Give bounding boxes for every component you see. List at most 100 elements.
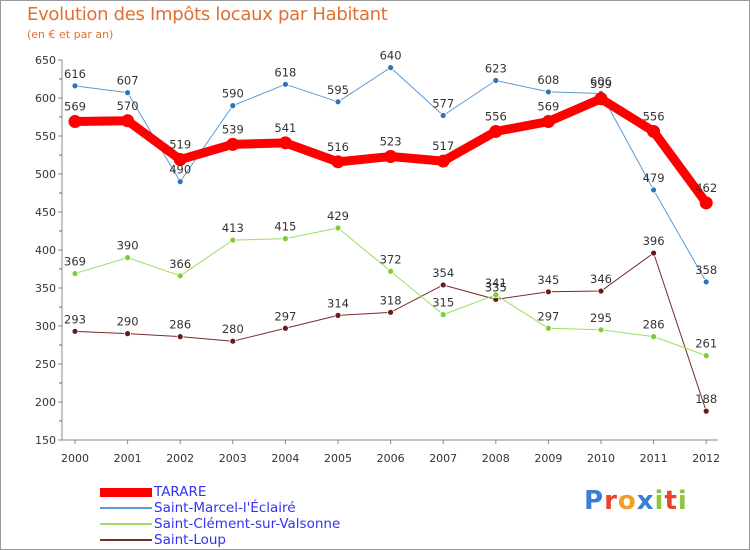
data-label: 608 bbox=[537, 73, 559, 87]
data-point-1 bbox=[334, 98, 342, 106]
data-label: 297 bbox=[537, 309, 559, 323]
x-tick-label: 2003 bbox=[219, 452, 247, 465]
data-point-0 bbox=[647, 124, 661, 138]
data-point-1 bbox=[124, 89, 131, 97]
data-label: 519 bbox=[169, 138, 191, 152]
data-point-3 bbox=[650, 249, 657, 257]
y-tick-label: 200 bbox=[35, 396, 56, 409]
data-point-2 bbox=[439, 311, 447, 319]
chart-title: Evolution des Impôts locaux par Habitant bbox=[27, 4, 388, 25]
data-label: 541 bbox=[274, 121, 296, 135]
data-label: 286 bbox=[643, 318, 665, 332]
data-label: 590 bbox=[222, 87, 244, 101]
data-point-3 bbox=[334, 311, 342, 319]
data-label: 599 bbox=[590, 77, 612, 91]
data-point-1 bbox=[439, 112, 447, 119]
data-point-3 bbox=[281, 324, 289, 332]
data-label: 369 bbox=[64, 255, 86, 269]
data-point-2 bbox=[387, 267, 395, 275]
data-label: 570 bbox=[117, 99, 139, 113]
data-label: 290 bbox=[117, 315, 139, 329]
data-label: 286 bbox=[169, 318, 191, 332]
data-label: 462 bbox=[695, 181, 717, 195]
x-tick-label: 2006 bbox=[377, 452, 405, 465]
data-label: 341 bbox=[485, 276, 507, 290]
legend-swatch-saint-clement bbox=[100, 523, 152, 525]
data-label: 556 bbox=[643, 109, 665, 123]
data-label: 517 bbox=[432, 139, 454, 153]
y-tick-label: 300 bbox=[35, 320, 56, 333]
x-tick-label: 2002 bbox=[166, 452, 194, 465]
data-label: 523 bbox=[380, 135, 402, 149]
data-label: 607 bbox=[117, 74, 139, 88]
x-tick-label: 2010 bbox=[587, 452, 615, 465]
data-point-2 bbox=[650, 333, 657, 341]
data-label: 606 bbox=[590, 74, 612, 88]
data-label: 490 bbox=[169, 163, 191, 177]
data-label: 293 bbox=[64, 312, 86, 326]
data-point-0 bbox=[278, 136, 292, 150]
data-point-2 bbox=[492, 291, 500, 299]
data-point-3 bbox=[387, 308, 395, 316]
data-label: 569 bbox=[64, 100, 86, 114]
data-point-3 bbox=[71, 327, 79, 335]
legend-label-saint-loup: Saint-Loup bbox=[154, 532, 226, 548]
data-label: 415 bbox=[274, 220, 296, 234]
data-point-0 bbox=[436, 154, 450, 168]
data-point-3 bbox=[545, 288, 552, 296]
data-label: 188 bbox=[695, 392, 717, 406]
data-label: 280 bbox=[222, 322, 244, 336]
data-label: 295 bbox=[590, 311, 612, 325]
legend-swatch-saint-loup bbox=[100, 539, 152, 541]
data-label: 595 bbox=[327, 83, 349, 97]
y-tick-label: 250 bbox=[35, 358, 56, 371]
data-point-2 bbox=[124, 254, 131, 262]
data-point-0 bbox=[121, 114, 135, 128]
x-tick-label: 2012 bbox=[692, 452, 720, 465]
legend-label-saint-clement: Saint-Clément-sur-Valsonne bbox=[154, 516, 341, 532]
data-point-0 bbox=[226, 137, 240, 151]
data-point-0 bbox=[594, 92, 608, 106]
data-point-1 bbox=[702, 278, 710, 286]
data-label: 569 bbox=[537, 100, 559, 114]
data-point-2 bbox=[229, 236, 237, 244]
data-point-3 bbox=[124, 330, 131, 338]
data-point-2 bbox=[281, 235, 289, 243]
data-label: 618 bbox=[274, 65, 296, 79]
data-point-3 bbox=[439, 281, 447, 289]
data-point-0 bbox=[489, 124, 503, 138]
data-point-2 bbox=[71, 270, 79, 277]
data-point-1 bbox=[650, 186, 657, 194]
legend-label-tarare: TARARE bbox=[154, 484, 207, 500]
y-tick-label: 550 bbox=[35, 130, 56, 143]
y-tick-label: 450 bbox=[35, 206, 56, 219]
data-label: 315 bbox=[432, 296, 454, 310]
data-label: 318 bbox=[380, 293, 402, 307]
data-label: 358 bbox=[695, 263, 717, 277]
x-tick-label: 2005 bbox=[324, 452, 352, 465]
x-tick-label: 2004 bbox=[271, 452, 299, 465]
x-tick-label: 2011 bbox=[640, 452, 668, 465]
y-tick-label: 350 bbox=[35, 282, 56, 295]
data-label: 314 bbox=[327, 296, 349, 310]
data-label: 346 bbox=[590, 272, 612, 286]
data-point-1 bbox=[176, 178, 184, 186]
data-label: 261 bbox=[695, 337, 717, 351]
y-tick-label: 150 bbox=[35, 434, 56, 447]
data-point-2 bbox=[334, 224, 342, 232]
data-point-3 bbox=[702, 407, 710, 415]
data-point-0 bbox=[699, 196, 713, 210]
data-label: 413 bbox=[222, 221, 244, 235]
data-label: 297 bbox=[274, 309, 296, 323]
x-tick-label: 2000 bbox=[61, 452, 89, 465]
data-point-2 bbox=[597, 326, 605, 334]
data-label: 354 bbox=[432, 266, 454, 280]
data-point-0 bbox=[384, 150, 398, 164]
data-label: 623 bbox=[485, 62, 507, 76]
data-point-1 bbox=[71, 82, 79, 90]
x-tick-label: 2009 bbox=[534, 452, 562, 465]
data-point-2 bbox=[176, 272, 184, 280]
x-tick-label: 2008 bbox=[482, 452, 510, 465]
x-tick-label: 2007 bbox=[429, 452, 457, 465]
